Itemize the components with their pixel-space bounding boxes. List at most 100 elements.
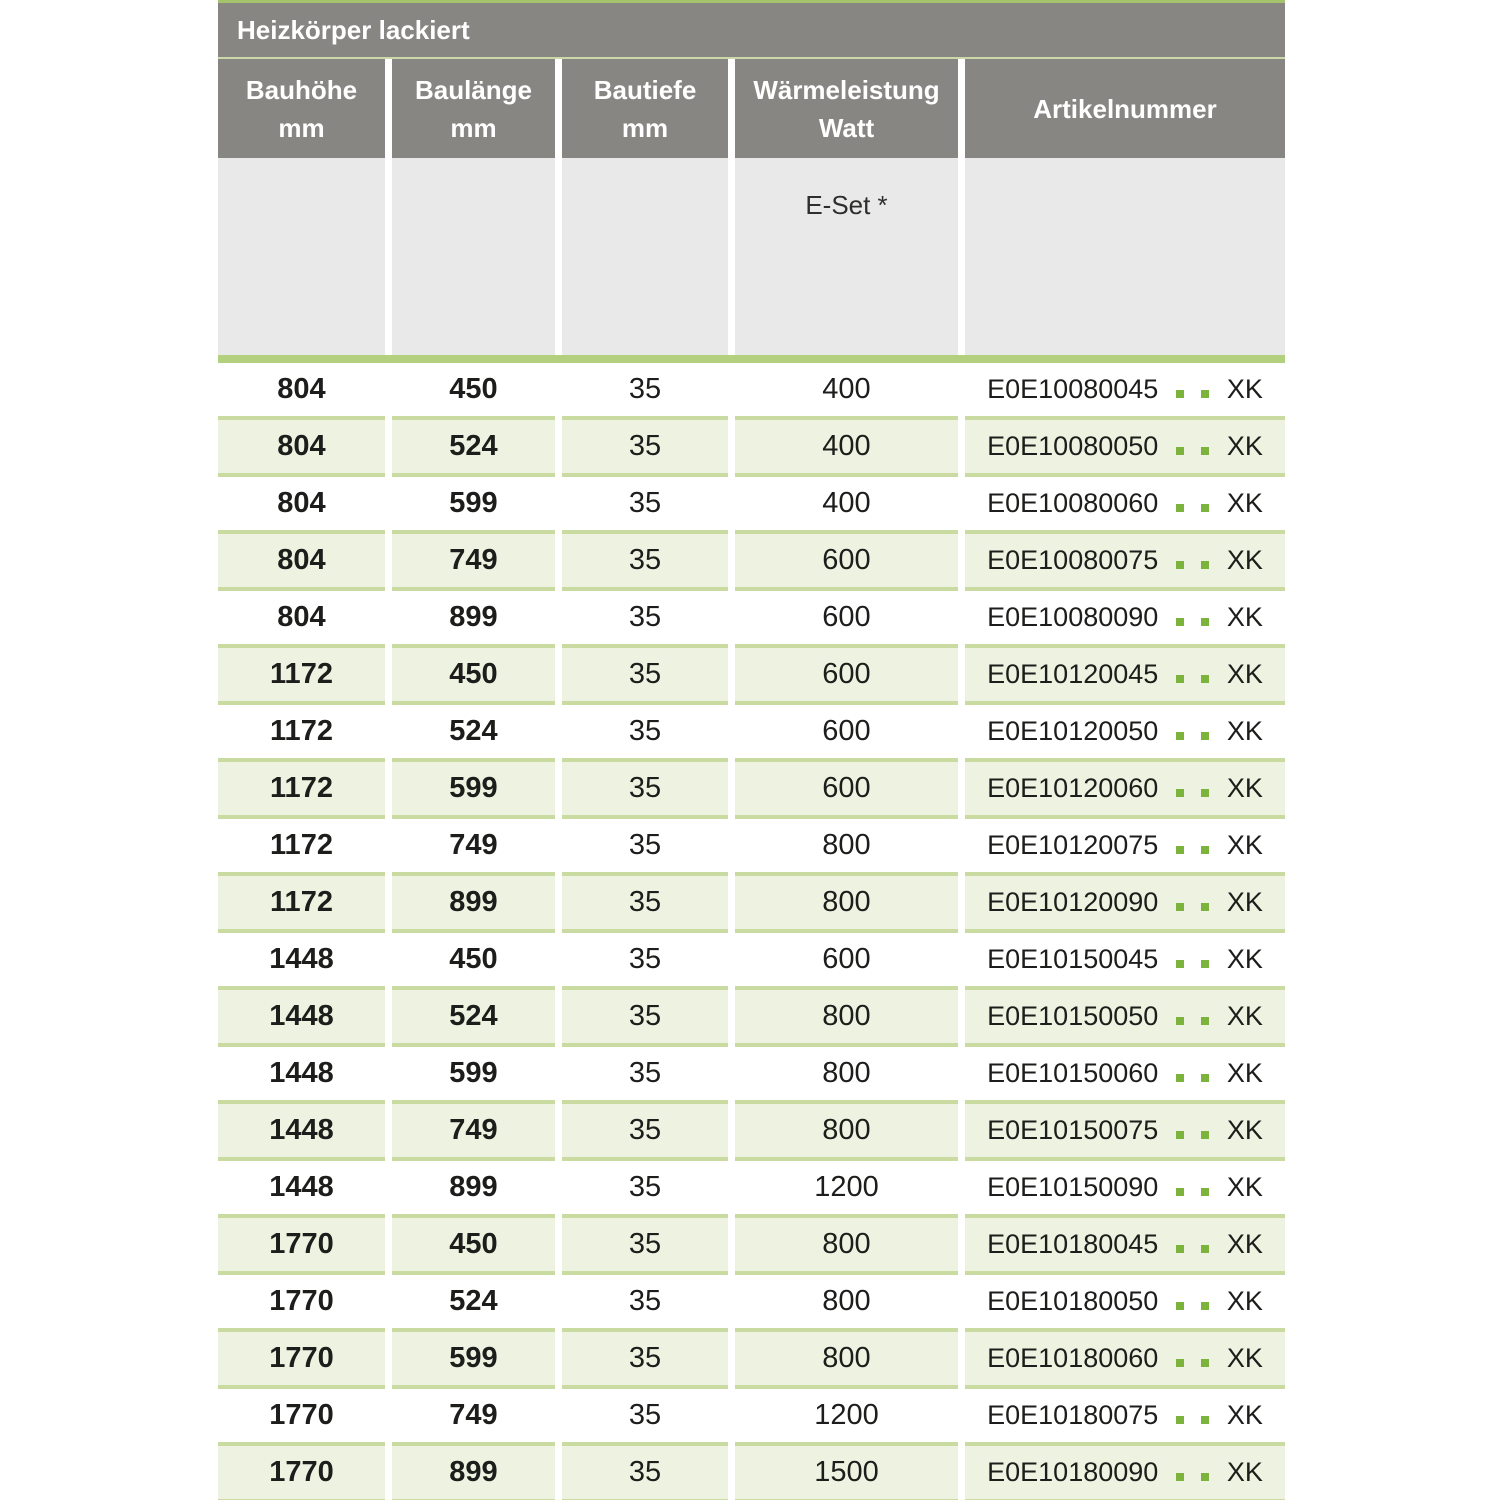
code-placeholder-dot-icon (1201, 447, 1210, 455)
code-placeholder-dot-icon (1175, 1131, 1184, 1139)
baulaenge-cell: 599 (392, 762, 555, 819)
artikelnummer-code: E0E10150075 (987, 1115, 1159, 1145)
artikelnummer-cell: E0E10120090 XK (965, 876, 1285, 933)
column-header-baulaenge: Baulänge mm (392, 59, 555, 158)
bautiefe-cell: 35 (562, 819, 728, 876)
artikelnummer-cell: E0E10080060 XK (965, 477, 1285, 534)
watt-cell: 400 (735, 420, 958, 477)
baulaenge-cell: 450 (392, 1218, 555, 1275)
watt-cell: 600 (735, 591, 958, 648)
code-placeholder-dot-icon (1201, 504, 1210, 512)
table-title: Heizkörper lackiert (237, 14, 470, 45)
watt-cell: 1200 (735, 1389, 958, 1446)
artikelnummer-cell: E0E10180075 XK (965, 1389, 1285, 1446)
code-placeholder-dot-icon (1201, 1302, 1210, 1310)
baulaenge-cell: 524 (392, 420, 555, 477)
artikelnummer-suffix: XK (1226, 1001, 1263, 1031)
bautiefe-cell: 35 (562, 876, 728, 933)
table-row: 1172 450 35 600 E0E10120045 XK (218, 648, 1285, 705)
code-placeholder-dot-icon (1175, 675, 1184, 683)
baulaenge-cell: 899 (392, 1161, 555, 1218)
artikelnummer-code: E0E10080090 (987, 602, 1159, 632)
code-placeholder-dot-icon (1201, 390, 1210, 398)
artikelnummer-code: E0E10080060 (987, 488, 1159, 518)
artikelnummer-code: E0E10080075 (987, 545, 1159, 575)
artikelnummer-cell: E0E10080075 XK (965, 534, 1285, 591)
table-title-bar: Heizkörper lackiert (218, 3, 1285, 57)
artikelnummer-suffix: XK (1226, 1229, 1263, 1259)
bautiefe-cell: 35 (562, 534, 728, 591)
bauhoehe-cell: 1172 (218, 705, 385, 762)
column-header-artikelnummer: Artikelnummer (965, 59, 1285, 158)
column-header-label: Artikelnummer (1033, 93, 1217, 124)
bauhoehe-cell: 1172 (218, 648, 385, 705)
watt-cell: 800 (735, 819, 958, 876)
code-placeholder-dot-icon (1175, 1359, 1184, 1367)
baulaenge-cell: 899 (392, 876, 555, 933)
bautiefe-cell: 35 (562, 933, 728, 990)
artikelnummer-suffix: XK (1226, 488, 1263, 518)
artikelnummer-suffix: XK (1226, 773, 1263, 803)
artikelnummer-suffix: XK (1226, 659, 1263, 689)
column-header-unit: Watt (818, 112, 875, 143)
code-placeholder-dot-icon (1175, 1473, 1184, 1481)
bauhoehe-cell: 1172 (218, 819, 385, 876)
table-row: 1448 749 35 800 E0E10150075 XK (218, 1104, 1285, 1161)
artikelnummer-cell: E0E10080050 XK (965, 420, 1285, 477)
watt-cell: 800 (735, 1104, 958, 1161)
code-placeholder-dot-icon (1201, 1245, 1210, 1253)
code-placeholder-dot-icon (1201, 903, 1210, 911)
artikelnummer-code: E0E10150045 (987, 944, 1159, 974)
baulaenge-cell: 524 (392, 990, 555, 1047)
code-placeholder-dot-icon (1175, 561, 1184, 569)
bauhoehe-cell: 804 (218, 534, 385, 591)
bautiefe-cell: 35 (562, 648, 728, 705)
baulaenge-cell: 450 (392, 648, 555, 705)
code-placeholder-dot-icon (1201, 1074, 1210, 1082)
artikelnummer-suffix: XK (1226, 830, 1263, 860)
bauhoehe-cell: 1770 (218, 1332, 385, 1389)
artikelnummer-cell: E0E10180045 XK (965, 1218, 1285, 1275)
watt-cell: 600 (735, 648, 958, 705)
table-row: 804 899 35 600 E0E10080090 XK (218, 591, 1285, 648)
code-placeholder-dot-icon (1175, 960, 1184, 968)
subheader-cell-eset: E-Set * (735, 158, 958, 355)
bautiefe-cell: 35 (562, 1218, 728, 1275)
column-header-label: Bautiefe (593, 74, 697, 105)
code-placeholder-dot-icon (1175, 789, 1184, 797)
artikelnummer-suffix: XK (1226, 545, 1263, 575)
bautiefe-cell: 35 (562, 477, 728, 534)
artikelnummer-suffix: XK (1226, 431, 1263, 461)
watt-cell: 400 (735, 477, 958, 534)
watt-cell: 800 (735, 876, 958, 933)
baulaenge-cell: 450 (392, 363, 555, 420)
column-header-bauhoehe: Bauhöhe mm (218, 59, 385, 158)
bautiefe-cell: 35 (562, 1446, 728, 1500)
table-row: 1770 524 35 800 E0E10180050 XK (218, 1275, 1285, 1332)
code-placeholder-dot-icon (1175, 903, 1184, 911)
bautiefe-cell: 35 (562, 1104, 728, 1161)
artikelnummer-code: E0E10150060 (987, 1058, 1159, 1088)
bauhoehe-cell: 1448 (218, 933, 385, 990)
artikelnummer-code: E0E10150090 (987, 1172, 1159, 1202)
column-header-label: Wärmeleistung (753, 74, 940, 105)
column-header-bautiefe: Bautiefe mm (562, 59, 728, 158)
bautiefe-cell: 35 (562, 420, 728, 477)
artikelnummer-suffix: XK (1226, 1058, 1263, 1088)
column-header-unit: mm (278, 112, 325, 143)
subheader-cell-bautiefe (562, 158, 728, 355)
bauhoehe-cell: 804 (218, 420, 385, 477)
code-placeholder-dot-icon (1201, 1131, 1210, 1139)
eset-label: E-Set * (805, 190, 888, 220)
bautiefe-cell: 35 (562, 705, 728, 762)
artikelnummer-code: E0E10120045 (987, 659, 1159, 689)
artikelnummer-cell: E0E10150060 XK (965, 1047, 1285, 1104)
artikelnummer-code: E0E10180090 (987, 1457, 1159, 1487)
subheader-cell-artikelnummer (965, 158, 1285, 355)
baulaenge-cell: 749 (392, 1104, 555, 1161)
baulaenge-cell: 899 (392, 1446, 555, 1500)
artikelnummer-code: E0E10120050 (987, 716, 1159, 746)
watt-cell: 1200 (735, 1161, 958, 1218)
table-row: 1172 599 35 600 E0E10120060 XK (218, 762, 1285, 819)
baulaenge-cell: 450 (392, 933, 555, 990)
